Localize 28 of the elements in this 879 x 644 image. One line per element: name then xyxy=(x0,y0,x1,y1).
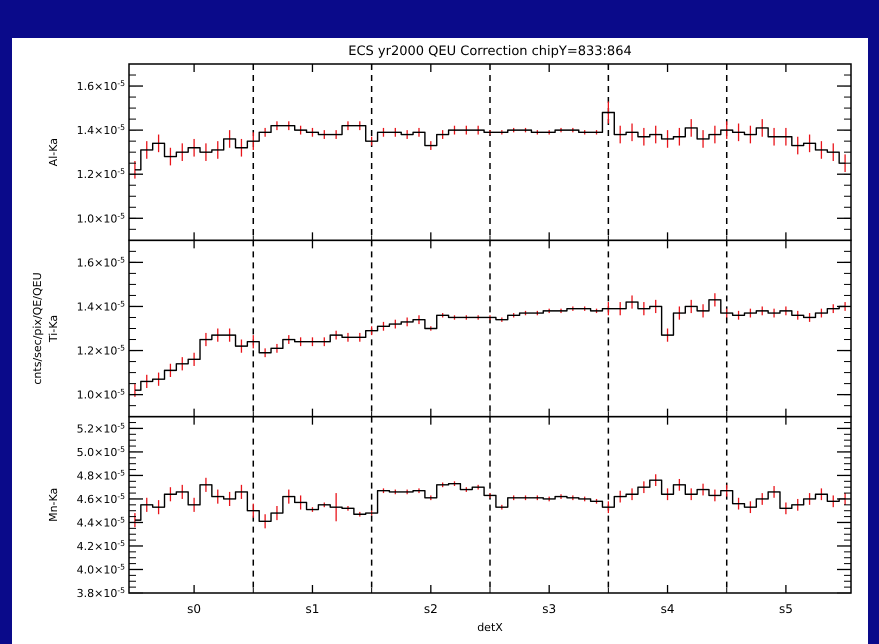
x-axis-title: detX xyxy=(477,621,504,634)
text: cnts/sec/pix/QE/QEU xyxy=(31,272,44,385)
y-tick-label: 1.0×10$^{-5}$ xyxy=(76,210,126,226)
y-tick-label: 4.0×10$^{-5}$ xyxy=(76,562,126,576)
y-tick-label: 3.8×10$^{-5}$ xyxy=(76,586,126,600)
x-tick-label: s5 xyxy=(778,602,793,616)
y-axis-title: Ti-Ka xyxy=(47,314,60,344)
y-tick-label: 1.6×10$^{-5}$ xyxy=(76,78,126,94)
y-axis-title: Al-Ka xyxy=(47,138,60,166)
x-tick-label: s1 xyxy=(306,602,320,616)
x-tick-label: s2 xyxy=(424,602,438,616)
y-tick-label: 1.0×10$^{-5}$ xyxy=(76,387,126,402)
y-tick-label: 5.0×10$^{-5}$ xyxy=(76,444,126,459)
x-tick-label: s4 xyxy=(660,602,674,616)
y-tick-label: 4.8×10$^{-5}$ xyxy=(76,468,126,482)
y-tick-label: 4.2×10$^{-5}$ xyxy=(76,538,126,553)
y-tick-label: 5.2×10$^{-5}$ xyxy=(76,420,126,436)
chart-title: ECS yr2000 QEU Correction chipY=833:864 xyxy=(348,44,632,59)
y-tick-label: 1.6×10$^{-5}$ xyxy=(76,254,126,270)
y-tick-label: 4.6×10$^{-5}$ xyxy=(76,491,126,506)
y-tick-label: 1.4×10$^{-5}$ xyxy=(76,298,126,314)
y-tick-label: 1.2×10$^{-5}$ xyxy=(76,343,126,358)
y-tick-label: 1.2×10$^{-5}$ xyxy=(76,166,126,182)
y-tick-label: 1.4×10$^{-5}$ xyxy=(76,122,126,138)
x-tick-label: s0 xyxy=(187,602,202,616)
y-axis-title: Mn-Ka xyxy=(47,488,60,522)
x-tick-label: s3 xyxy=(542,602,556,616)
y-tick-label: 4.4×10$^{-5}$ xyxy=(76,514,126,530)
